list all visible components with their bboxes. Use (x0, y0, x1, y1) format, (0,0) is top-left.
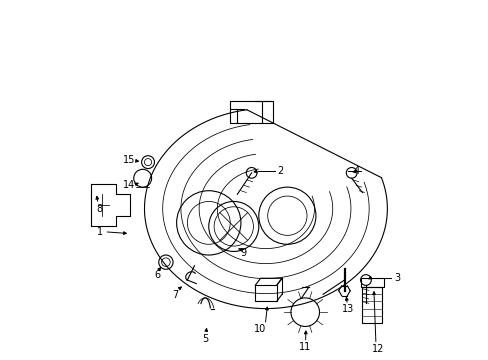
Text: 8: 8 (97, 203, 102, 213)
Text: 13: 13 (341, 304, 353, 314)
Text: 11: 11 (299, 342, 311, 352)
Text: 1: 1 (97, 227, 102, 237)
Text: 3: 3 (394, 273, 400, 283)
Text: 2: 2 (277, 166, 283, 176)
Text: 9: 9 (240, 248, 246, 258)
Text: 15: 15 (123, 156, 135, 165)
Text: 7: 7 (171, 290, 178, 300)
Text: 12: 12 (371, 343, 383, 354)
Text: 14: 14 (123, 180, 135, 190)
Text: 5: 5 (202, 334, 208, 344)
Text: 10: 10 (254, 324, 266, 334)
Text: 6: 6 (154, 270, 160, 280)
Text: 4: 4 (353, 166, 359, 176)
